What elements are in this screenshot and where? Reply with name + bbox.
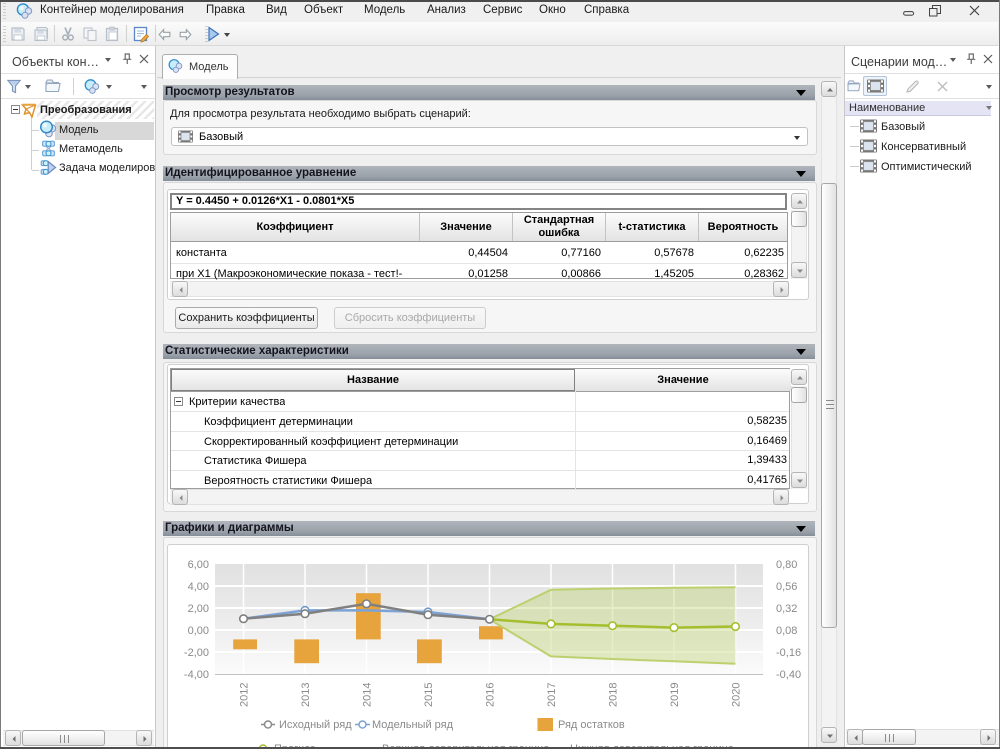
svg-text:-0,16: -0,16: [776, 647, 801, 659]
svg-text:0,32: 0,32: [776, 603, 797, 615]
svg-text:2012: 2012: [239, 683, 251, 707]
svg-text:0,80: 0,80: [776, 559, 797, 571]
svg-text:2017: 2017: [546, 683, 558, 707]
svg-text:Модельный ряд: Модельный ряд: [372, 719, 454, 731]
svg-text:-2,00: -2,00: [184, 647, 209, 659]
svg-text:2019: 2019: [669, 683, 681, 707]
svg-text:Ряд остатков: Ряд остатков: [558, 719, 625, 731]
svg-text:0,56: 0,56: [776, 581, 797, 593]
svg-text:2016: 2016: [485, 683, 497, 707]
svg-text:0,00: 0,00: [188, 625, 209, 637]
svg-text:2020: 2020: [731, 683, 743, 707]
svg-text:4,00: 4,00: [188, 581, 209, 593]
svg-text:Исходный ряд: Исходный ряд: [279, 719, 352, 731]
svg-text:0,08: 0,08: [776, 625, 797, 637]
svg-text:-4,00: -4,00: [184, 669, 209, 681]
svg-text:2013: 2013: [300, 683, 312, 707]
svg-text:6,00: 6,00: [188, 559, 209, 571]
svg-text:Верхняя доверительная граница: Верхняя доверительная граница: [382, 743, 550, 747]
svg-text:Нижняя доверительная граница: Нижняя доверительная граница: [570, 743, 735, 747]
svg-text:2015: 2015: [423, 683, 435, 707]
svg-text:-0,40: -0,40: [776, 669, 801, 681]
svg-text:2014: 2014: [362, 683, 374, 707]
svg-text:2,00: 2,00: [188, 603, 209, 615]
svg-text:2018: 2018: [608, 683, 620, 707]
svg-text:Прогноз: Прогноз: [274, 743, 315, 747]
